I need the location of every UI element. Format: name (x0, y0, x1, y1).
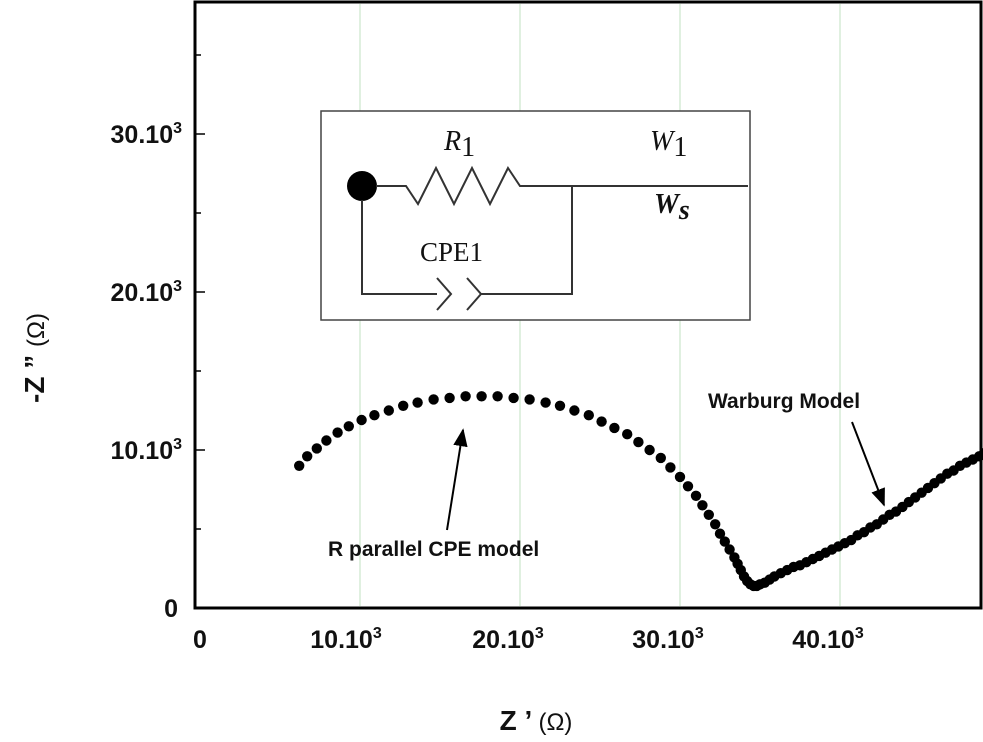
data-point (719, 536, 730, 547)
annotation-warburg: Warburg Model (708, 390, 885, 507)
x-tick-label-1: 10.103 (310, 625, 382, 654)
data-point (321, 435, 332, 446)
circuit-terminal (347, 171, 377, 201)
x-tick-label-4: 40.103 (792, 625, 864, 654)
data-point (633, 436, 644, 448)
data-point (554, 400, 566, 411)
data-point (655, 452, 666, 464)
annotation-rcpe: R parallel CPE model (328, 428, 539, 561)
data-point (444, 392, 455, 404)
circuit-wire-parallel (361, 186, 573, 295)
data-point (508, 392, 519, 404)
data-point (302, 451, 313, 462)
data-point (674, 471, 686, 483)
data-point (978, 448, 983, 459)
x-tick-label-3: 30.103 (632, 625, 704, 654)
annotation-rcpe-label: R parallel CPE model (328, 538, 539, 561)
data-point (569, 405, 580, 416)
circuit-inset: R1 W1 Ws CPE1 (320, 110, 751, 321)
data-point (682, 481, 694, 492)
circuit-label-w1: W1 (650, 126, 687, 163)
data-point (524, 394, 535, 405)
circuit-label-ws: Ws (654, 189, 690, 226)
data-point (703, 509, 714, 520)
annotation-warburg-label: Warburg Model (708, 390, 860, 413)
x-tick-labels: 0 10.103 20.103 30.103 40.103 (193, 625, 864, 654)
data-point (697, 500, 708, 511)
circuit-wire-main (376, 165, 748, 207)
y-tick-label-2: 20.103 (111, 278, 183, 307)
data-point (622, 429, 633, 440)
data-point (356, 414, 367, 426)
data-point (476, 391, 487, 402)
data-point (369, 410, 380, 421)
data-point (724, 544, 735, 555)
data-point (609, 422, 620, 434)
data-point (596, 416, 607, 427)
y-tick-label-3: 30.103 (111, 120, 183, 149)
data-point (343, 421, 354, 432)
x-tick-label-2: 20.103 (472, 625, 544, 654)
data-point (412, 397, 423, 408)
y-tick-label-0: 0 (164, 595, 178, 623)
data-point (311, 443, 322, 454)
data-point (332, 427, 343, 438)
x-tick-label-0: 0 (193, 626, 207, 654)
data-point (714, 528, 726, 539)
data-point (690, 490, 702, 501)
data-point (710, 519, 721, 530)
y-axis-title: -Z ” (Ω) (19, 313, 50, 403)
data-point (398, 400, 409, 411)
y-tick-label-1: 10.103 (111, 436, 183, 465)
data-point (428, 394, 439, 405)
circuit-label-r1: R1 (443, 126, 475, 163)
data-point (583, 410, 594, 421)
circuit-box (320, 110, 751, 321)
plot-frame (193, 0, 983, 610)
data-point (383, 405, 394, 416)
data-point (294, 460, 305, 471)
data-point (665, 462, 676, 473)
circuit-label-cpe: CPE1 (420, 237, 483, 267)
data-point (540, 397, 551, 408)
data-point (492, 391, 503, 402)
annotation-warburg-arrow (851, 421, 885, 507)
axis-ticks (195, 54, 205, 530)
x-axis-title: Z ’ (Ω) (500, 705, 573, 736)
data-point (460, 391, 471, 402)
y-tick-labels: 0 10.103 20.103 30.103 (111, 120, 183, 623)
cpe-element-icon (436, 277, 483, 311)
data-point (644, 444, 655, 456)
data-points (294, 391, 983, 592)
annotation-rcpe-arrow (446, 428, 468, 531)
